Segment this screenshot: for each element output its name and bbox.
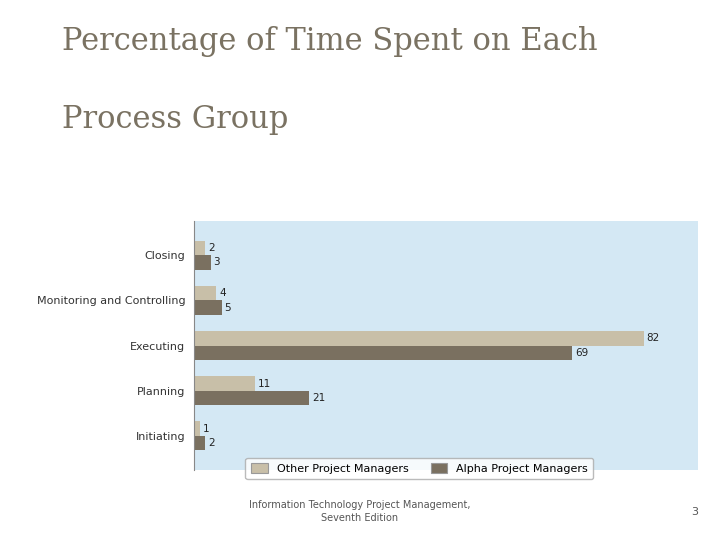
Text: 21: 21 bbox=[312, 393, 325, 403]
Text: 11: 11 bbox=[258, 379, 271, 389]
Bar bbox=[194, 286, 216, 300]
Text: Process Group: Process Group bbox=[63, 104, 289, 135]
Text: 5: 5 bbox=[225, 302, 231, 313]
Text: Percentage of Time Spent on Each: Percentage of Time Spent on Each bbox=[63, 26, 598, 57]
Bar bbox=[194, 255, 211, 269]
Text: 4: 4 bbox=[219, 288, 225, 298]
Text: 3: 3 bbox=[214, 258, 220, 267]
Bar bbox=[194, 331, 644, 346]
Bar bbox=[194, 346, 572, 360]
Bar bbox=[194, 391, 310, 405]
Text: Information Technology Project Management,
Seventh Edition: Information Technology Project Managemen… bbox=[249, 500, 471, 523]
Bar bbox=[194, 376, 255, 391]
Bar bbox=[194, 422, 200, 436]
Text: 2: 2 bbox=[208, 243, 215, 253]
Text: 2: 2 bbox=[208, 438, 215, 448]
Bar bbox=[194, 436, 205, 450]
Bar bbox=[194, 241, 205, 255]
Text: 69: 69 bbox=[575, 348, 588, 358]
Text: 3: 3 bbox=[691, 507, 698, 517]
Legend: Other Project Managers, Alpha Project Managers: Other Project Managers, Alpha Project Ma… bbox=[246, 457, 593, 480]
Text: 1: 1 bbox=[202, 424, 210, 434]
Text: 82: 82 bbox=[647, 333, 660, 343]
Bar bbox=[194, 300, 222, 315]
